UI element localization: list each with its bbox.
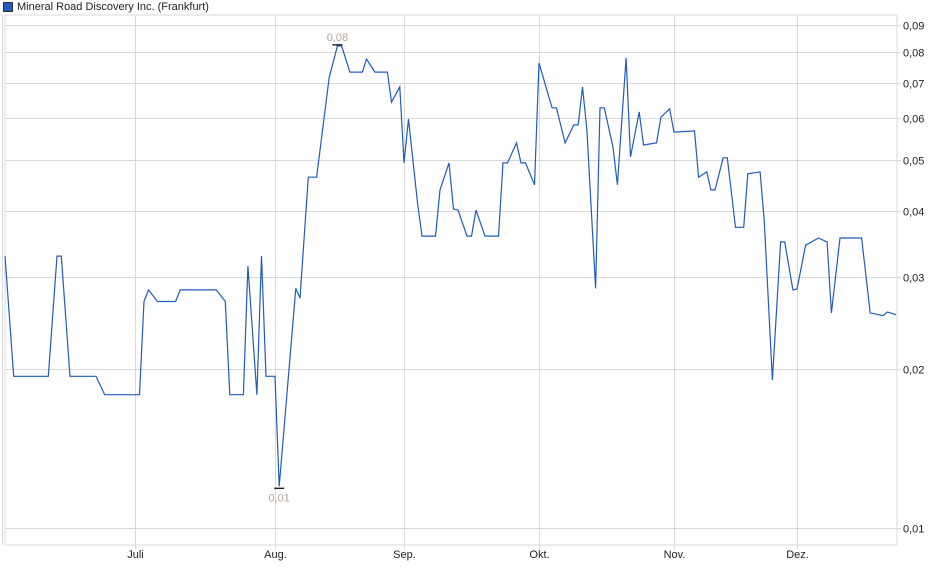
min-label: 0,01 <box>268 492 289 504</box>
x-tick-label: Juli <box>127 549 144 561</box>
y-tick-label: 0,01 <box>903 524 924 536</box>
x-axis: Juli Aug. Sep. Okt. Nov. Dez. <box>127 549 809 561</box>
series <box>4 45 897 487</box>
grid <box>2 14 901 549</box>
y-tick-label: 0,08 <box>903 48 924 60</box>
price-line <box>4 45 897 487</box>
legend-swatch <box>3 2 13 12</box>
y-tick-label: 0,07 <box>903 79 924 91</box>
y-axis: 0,09 0,08 0,07 0,06 0,05 0,04 0,03 0,02 0,01 <box>903 21 924 536</box>
legend: Mineral Road Discovery Inc. (Frankfurt) <box>3 0 209 14</box>
y-tick-label: 0,06 <box>903 114 924 126</box>
y-tick-label: 0,02 <box>903 365 924 377</box>
x-tick-label: Aug. <box>264 549 287 561</box>
y-tick-label: 0,04 <box>903 207 924 219</box>
y-tick-label: 0,05 <box>903 156 924 168</box>
x-tick-label: Sep. <box>393 549 416 561</box>
x-tick-label: Nov. <box>664 549 686 561</box>
y-tick-label: 0,03 <box>903 273 924 285</box>
legend-label: Mineral Road Discovery Inc. (Frankfurt) <box>17 1 209 13</box>
y-tick-label: 0,09 <box>903 21 924 33</box>
x-tick-label: Okt. <box>529 549 549 561</box>
plot-border <box>4 14 898 546</box>
max-label: 0,08 <box>327 32 348 44</box>
annotations: 0,08 0,01 <box>268 32 348 504</box>
x-tick-label: Dez. <box>786 549 809 561</box>
